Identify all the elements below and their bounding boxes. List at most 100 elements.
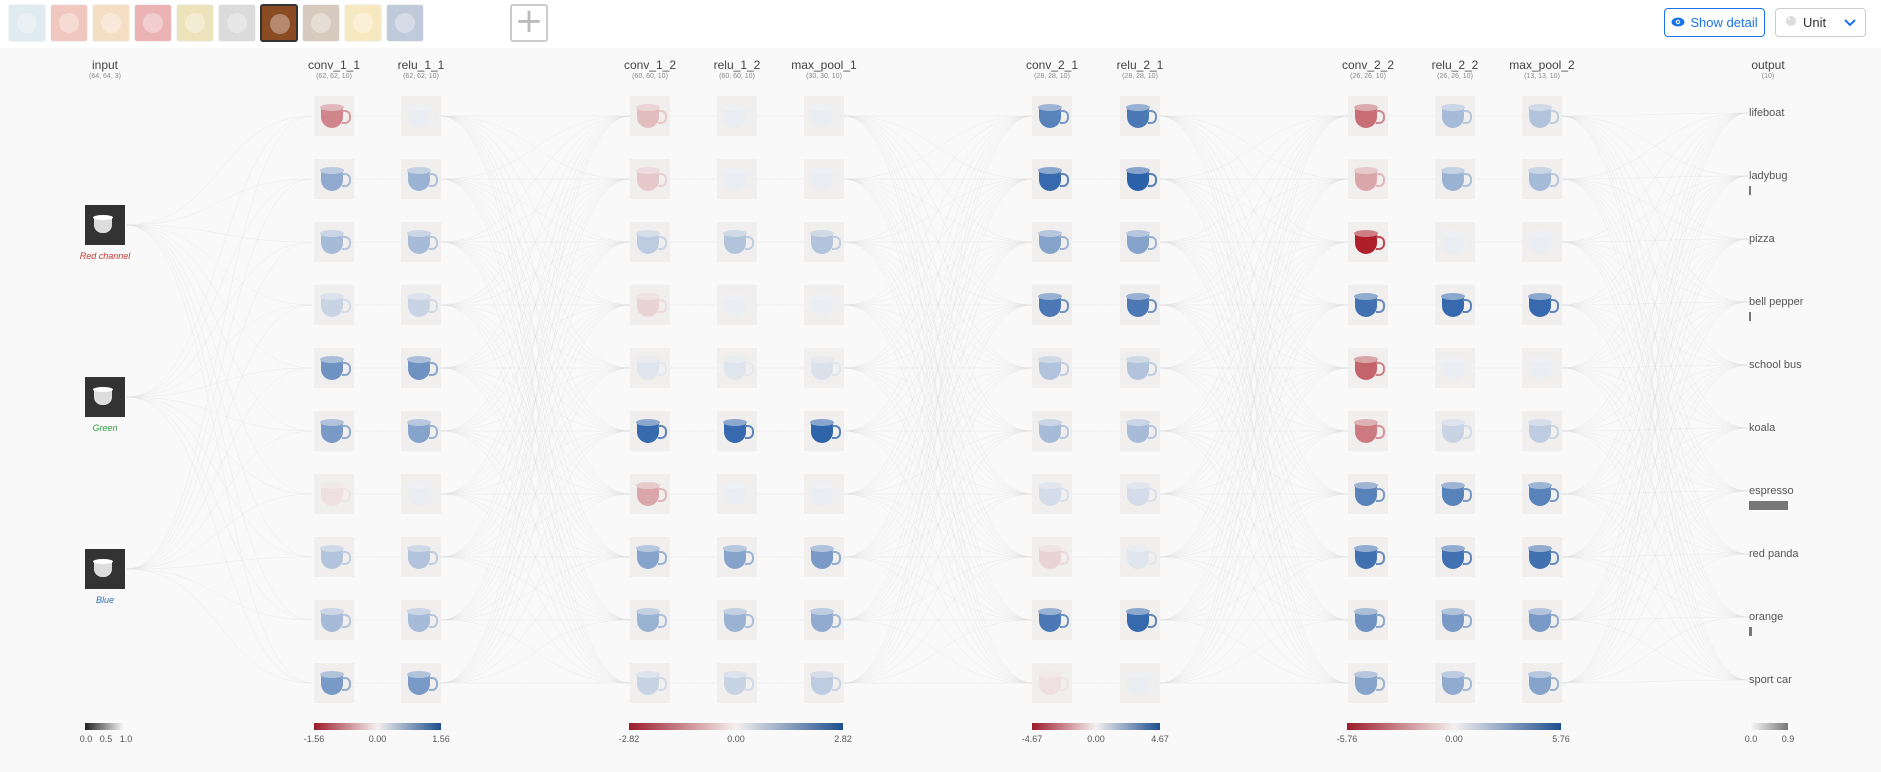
feature-map[interactable] <box>630 663 670 703</box>
feature-map[interactable] <box>401 348 441 388</box>
feature-map[interactable] <box>1522 348 1562 388</box>
feature-map[interactable] <box>1348 285 1388 325</box>
feature-map[interactable] <box>1348 159 1388 199</box>
feature-map[interactable] <box>630 474 670 514</box>
feature-map[interactable] <box>1435 474 1475 514</box>
input-channel-image[interactable] <box>85 205 125 245</box>
feature-map[interactable] <box>1120 285 1160 325</box>
feature-map[interactable] <box>401 285 441 325</box>
feature-map[interactable] <box>314 663 354 703</box>
feature-map[interactable] <box>314 537 354 577</box>
feature-map[interactable] <box>1522 663 1562 703</box>
feature-map[interactable] <box>804 537 844 577</box>
feature-map[interactable] <box>804 348 844 388</box>
sport-car-thumbnail[interactable] <box>386 4 424 42</box>
feature-map[interactable] <box>1348 222 1388 262</box>
show-detail-button[interactable]: Show detail <box>1664 8 1765 37</box>
espresso-thumbnail[interactable] <box>260 4 298 42</box>
school-bus-thumbnail[interactable] <box>176 4 214 42</box>
feature-map[interactable] <box>1348 96 1388 136</box>
feature-map[interactable] <box>717 159 757 199</box>
feature-map[interactable] <box>1522 159 1562 199</box>
input-channel-image[interactable] <box>85 549 125 589</box>
feature-map[interactable] <box>314 222 354 262</box>
feature-map[interactable] <box>1348 663 1388 703</box>
ladybug-thumbnail[interactable] <box>50 4 88 42</box>
feature-map[interactable] <box>401 96 441 136</box>
feature-map[interactable] <box>1435 285 1475 325</box>
feature-map[interactable] <box>1522 96 1562 136</box>
feature-map[interactable] <box>401 474 441 514</box>
feature-map[interactable] <box>314 474 354 514</box>
feature-map[interactable] <box>401 411 441 451</box>
feature-map[interactable] <box>1032 537 1072 577</box>
feature-map[interactable] <box>804 600 844 640</box>
feature-map[interactable] <box>717 474 757 514</box>
output-class-label[interactable]: lifeboat <box>1749 107 1785 119</box>
feature-map[interactable] <box>717 285 757 325</box>
output-class-label[interactable]: red panda <box>1749 548 1799 560</box>
feature-map[interactable] <box>1120 348 1160 388</box>
feature-map[interactable] <box>1120 159 1160 199</box>
output-class-label[interactable]: pizza <box>1749 233 1775 245</box>
feature-map[interactable] <box>1348 537 1388 577</box>
feature-map[interactable] <box>630 285 670 325</box>
feature-map[interactable] <box>1522 600 1562 640</box>
feature-map[interactable] <box>1348 600 1388 640</box>
feature-map[interactable] <box>630 96 670 136</box>
feature-map[interactable] <box>717 222 757 262</box>
feature-map[interactable] <box>1435 222 1475 262</box>
feature-map[interactable] <box>717 96 757 136</box>
feature-map[interactable] <box>630 348 670 388</box>
feature-map[interactable] <box>1522 537 1562 577</box>
feature-map[interactable] <box>804 285 844 325</box>
feature-map[interactable] <box>1348 474 1388 514</box>
feature-map[interactable] <box>1120 474 1160 514</box>
feature-map[interactable] <box>1348 348 1388 388</box>
feature-map[interactable] <box>1435 159 1475 199</box>
feature-map[interactable] <box>1522 411 1562 451</box>
feature-map[interactable] <box>1032 411 1072 451</box>
feature-map[interactable] <box>1522 474 1562 514</box>
feature-map[interactable] <box>314 285 354 325</box>
feature-map[interactable] <box>1435 600 1475 640</box>
feature-map[interactable] <box>1120 222 1160 262</box>
feature-map[interactable] <box>1032 474 1072 514</box>
pizza-thumbnail[interactable] <box>92 4 130 42</box>
feature-map[interactable] <box>630 600 670 640</box>
feature-map[interactable] <box>804 411 844 451</box>
feature-map[interactable] <box>630 537 670 577</box>
feature-map[interactable] <box>1435 537 1475 577</box>
output-class-label[interactable]: sport car <box>1749 674 1792 686</box>
feature-map[interactable] <box>401 159 441 199</box>
feature-map[interactable] <box>1120 411 1160 451</box>
feature-map[interactable] <box>401 600 441 640</box>
bell-pepper-thumbnail[interactable] <box>134 4 172 42</box>
feature-map[interactable] <box>1120 663 1160 703</box>
feature-map[interactable] <box>630 222 670 262</box>
feature-map[interactable] <box>804 222 844 262</box>
lifeboat-thumbnail[interactable] <box>8 4 46 42</box>
feature-map[interactable] <box>717 348 757 388</box>
output-class-label[interactable]: espresso <box>1749 485 1794 497</box>
feature-map[interactable] <box>804 159 844 199</box>
feature-map[interactable] <box>1032 96 1072 136</box>
feature-map[interactable] <box>401 222 441 262</box>
feature-map[interactable] <box>717 411 757 451</box>
feature-map[interactable] <box>630 411 670 451</box>
output-class-label[interactable]: orange <box>1749 611 1784 623</box>
feature-map[interactable] <box>401 663 441 703</box>
red-panda-thumbnail[interactable] <box>302 4 340 42</box>
feature-map[interactable] <box>717 663 757 703</box>
feature-map[interactable] <box>401 537 441 577</box>
feature-map[interactable] <box>1435 348 1475 388</box>
feature-map[interactable] <box>1120 96 1160 136</box>
feature-map[interactable] <box>804 96 844 136</box>
add-image-button[interactable]: + <box>510 4 548 42</box>
feature-map[interactable] <box>1032 159 1072 199</box>
koala-thumbnail[interactable] <box>218 4 256 42</box>
feature-map[interactable] <box>1032 663 1072 703</box>
feature-map[interactable] <box>314 159 354 199</box>
feature-map[interactable] <box>717 600 757 640</box>
output-class-label[interactable]: ladybug <box>1749 170 1788 182</box>
